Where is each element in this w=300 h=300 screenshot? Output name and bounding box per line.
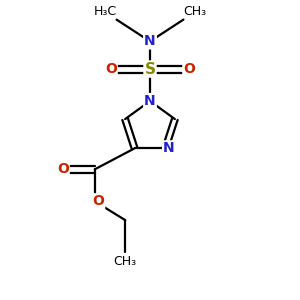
Text: O: O	[57, 162, 69, 176]
Text: O: O	[105, 62, 117, 76]
Text: H₃C: H₃C	[93, 5, 117, 18]
Text: CH₃: CH₃	[183, 5, 207, 18]
Text: N: N	[144, 34, 156, 48]
Text: CH₃: CH₃	[114, 255, 137, 268]
Text: N: N	[144, 94, 156, 108]
Text: O: O	[183, 62, 195, 76]
Text: S: S	[145, 61, 155, 76]
Text: O: O	[92, 194, 104, 208]
Text: N: N	[163, 141, 175, 155]
